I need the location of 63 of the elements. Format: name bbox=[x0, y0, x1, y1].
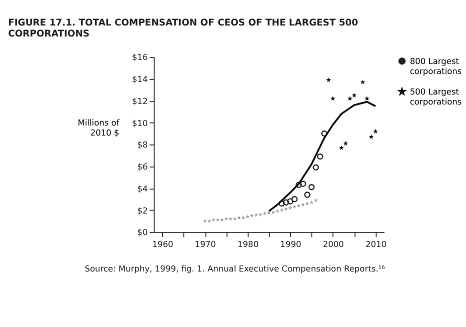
y-tick-label: $14 bbox=[132, 74, 148, 84]
point bbox=[360, 80, 366, 84]
point bbox=[207, 219, 212, 223]
legend-label: 500 Largest corporations bbox=[410, 86, 462, 106]
point bbox=[291, 196, 298, 202]
source-note: Source: Murphy, 1999, fig. 1. Annual Executive Compensation Reports.¹⁶ bbox=[84, 264, 386, 274]
point bbox=[241, 216, 246, 220]
y-tick-label: $10 bbox=[132, 118, 148, 128]
y-tick-label: $6 bbox=[137, 162, 148, 172]
point bbox=[282, 199, 290, 206]
point bbox=[300, 180, 306, 187]
point bbox=[271, 210, 276, 214]
point bbox=[258, 212, 262, 216]
point bbox=[296, 182, 302, 188]
y-tick-label: $12 bbox=[132, 96, 148, 106]
point bbox=[228, 216, 232, 221]
point bbox=[220, 218, 224, 222]
point bbox=[292, 204, 296, 209]
point bbox=[224, 216, 228, 221]
point bbox=[287, 198, 294, 204]
y-axis-title: Millions of 2010 $ bbox=[78, 118, 120, 138]
point bbox=[203, 219, 207, 223]
point bbox=[372, 128, 378, 134]
y-tick-label: $8 bbox=[137, 140, 148, 150]
y-tick-label: $2 bbox=[137, 205, 148, 216]
point bbox=[275, 209, 280, 213]
point bbox=[237, 216, 242, 220]
chart-title: FIGURE 17.1. TOTAL COMPENSATION OF CEOS OF THE LARGEST 500 CORPORATIONS bbox=[8, 18, 358, 40]
point bbox=[304, 192, 310, 198]
x-tick-label: 2010 bbox=[365, 239, 386, 250]
point bbox=[352, 92, 357, 98]
point bbox=[343, 140, 348, 146]
point bbox=[326, 77, 332, 82]
x-tick-label: 1980 bbox=[238, 239, 259, 250]
x-tick-label: 2000 bbox=[322, 239, 344, 250]
point bbox=[321, 130, 328, 137]
point bbox=[338, 145, 344, 150]
point bbox=[232, 216, 237, 221]
x-tick-label: 1960 bbox=[152, 239, 174, 250]
point bbox=[368, 134, 374, 140]
point bbox=[296, 204, 301, 208]
point bbox=[305, 202, 310, 206]
point bbox=[301, 202, 305, 206]
point bbox=[280, 208, 284, 212]
y-tick-label: $0 bbox=[137, 227, 148, 238]
point bbox=[266, 210, 271, 215]
point bbox=[314, 198, 318, 202]
legend-label: 800 Largest corporations bbox=[410, 56, 462, 76]
point bbox=[310, 200, 314, 204]
point bbox=[254, 213, 258, 217]
point bbox=[212, 218, 216, 222]
point bbox=[316, 153, 324, 160]
y-tick-label: $4 bbox=[137, 183, 148, 194]
point bbox=[312, 164, 319, 171]
x-tick-label: 1970 bbox=[194, 239, 216, 250]
point bbox=[250, 214, 254, 218]
point bbox=[308, 184, 315, 190]
point bbox=[278, 200, 285, 207]
point bbox=[284, 207, 288, 211]
x-tick-label: 1990 bbox=[280, 239, 302, 250]
y-tick-label: $16 bbox=[132, 52, 148, 62]
point bbox=[347, 96, 352, 101]
point bbox=[246, 214, 250, 218]
